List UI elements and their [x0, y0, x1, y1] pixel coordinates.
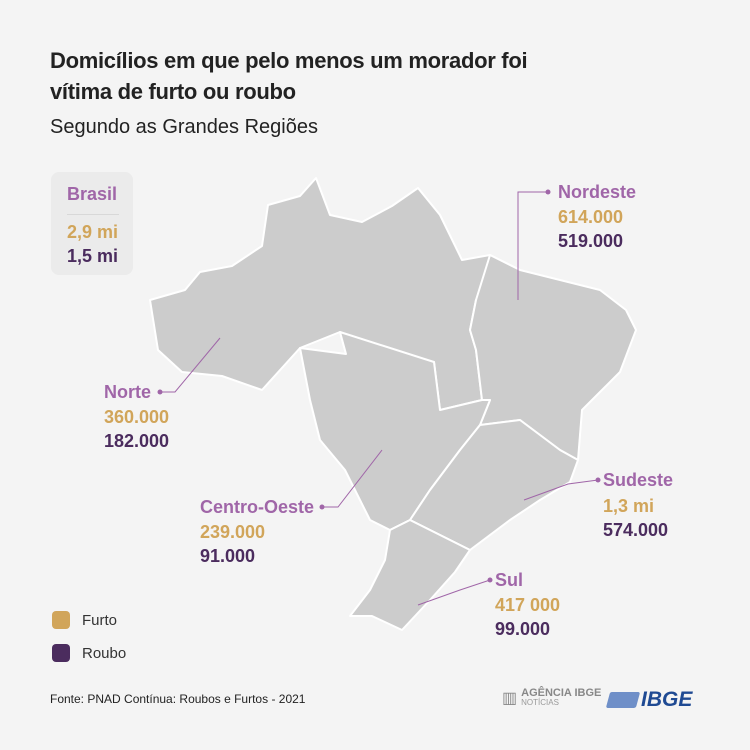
legend-label: Roubo — [82, 644, 127, 662]
page-subtitle: Segundo as Grandes Regiões — [50, 116, 318, 138]
legend-swatch-furto — [52, 611, 70, 629]
region-sudeste — [409, 419, 579, 551]
leader-sul — [417, 579, 491, 606]
agencia-text: AGÊNCIA IBGE — [521, 687, 602, 699]
roubo-value: 91.000 — [200, 546, 256, 566]
ibge-emblem-icon — [605, 692, 641, 708]
leader-sudeste — [523, 479, 599, 501]
leader-dot-sudeste — [595, 477, 601, 483]
furto-value: 239.000 — [200, 522, 266, 542]
source-note: Fonte: PNAD Contínua: Roubos e Furtos - … — [50, 692, 306, 706]
leader-dot-nordeste — [545, 189, 551, 195]
furto-value: 360.000 — [104, 407, 170, 427]
roubo-value: 99.000 — [495, 619, 551, 639]
leader-dot-norte — [157, 389, 163, 395]
legend-swatch-roubo — [52, 644, 70, 662]
leader-centro-oeste — [322, 449, 383, 508]
region-sul — [349, 519, 471, 631]
furto-value: 1,3 mi — [603, 496, 655, 516]
furto-value: 614.000 — [558, 207, 624, 227]
agencia-subtext: NOTÍCIAS — [521, 698, 559, 707]
legend-furto: Furto — [52, 611, 117, 629]
brasil-furto: 2,9 mi — [67, 222, 119, 242]
legend-label: Furto — [82, 611, 118, 629]
brasil-summary-box: Brasil 2,9 mi 1,5 mi — [51, 172, 133, 275]
region-name: Norte — [104, 382, 152, 402]
region-name: Centro-Oeste — [200, 497, 315, 517]
agencia-ibge-logo: ▥ AGÊNCIA IBGE NOTÍCIAS — [502, 688, 601, 708]
roubo-value: 519.000 — [558, 231, 624, 251]
ibge-logo: IBGE — [605, 688, 693, 712]
bars-icon: ▥ — [502, 690, 518, 707]
leader-dot-sul — [487, 577, 493, 583]
region-name: Sul — [495, 570, 524, 590]
divider — [67, 214, 119, 215]
ibge-text: IBGE — [641, 688, 693, 711]
brasil-roubo: 1,5 mi — [67, 246, 119, 266]
leader-nordeste — [517, 191, 548, 300]
brasil-label: Brasil — [67, 184, 118, 204]
roubo-value: 574.000 — [603, 520, 669, 540]
region-name: Nordeste — [558, 182, 637, 202]
region-name: Sudeste — [603, 470, 674, 490]
leader-norte — [160, 337, 221, 393]
page-title: Domicílios em que pelo menos um morador … — [50, 48, 528, 104]
leader-dot-centro-oeste — [319, 504, 325, 510]
roubo-value: 182.000 — [104, 431, 170, 451]
legend-roubo: Roubo — [52, 644, 126, 662]
furto-value: 417 000 — [495, 595, 561, 615]
